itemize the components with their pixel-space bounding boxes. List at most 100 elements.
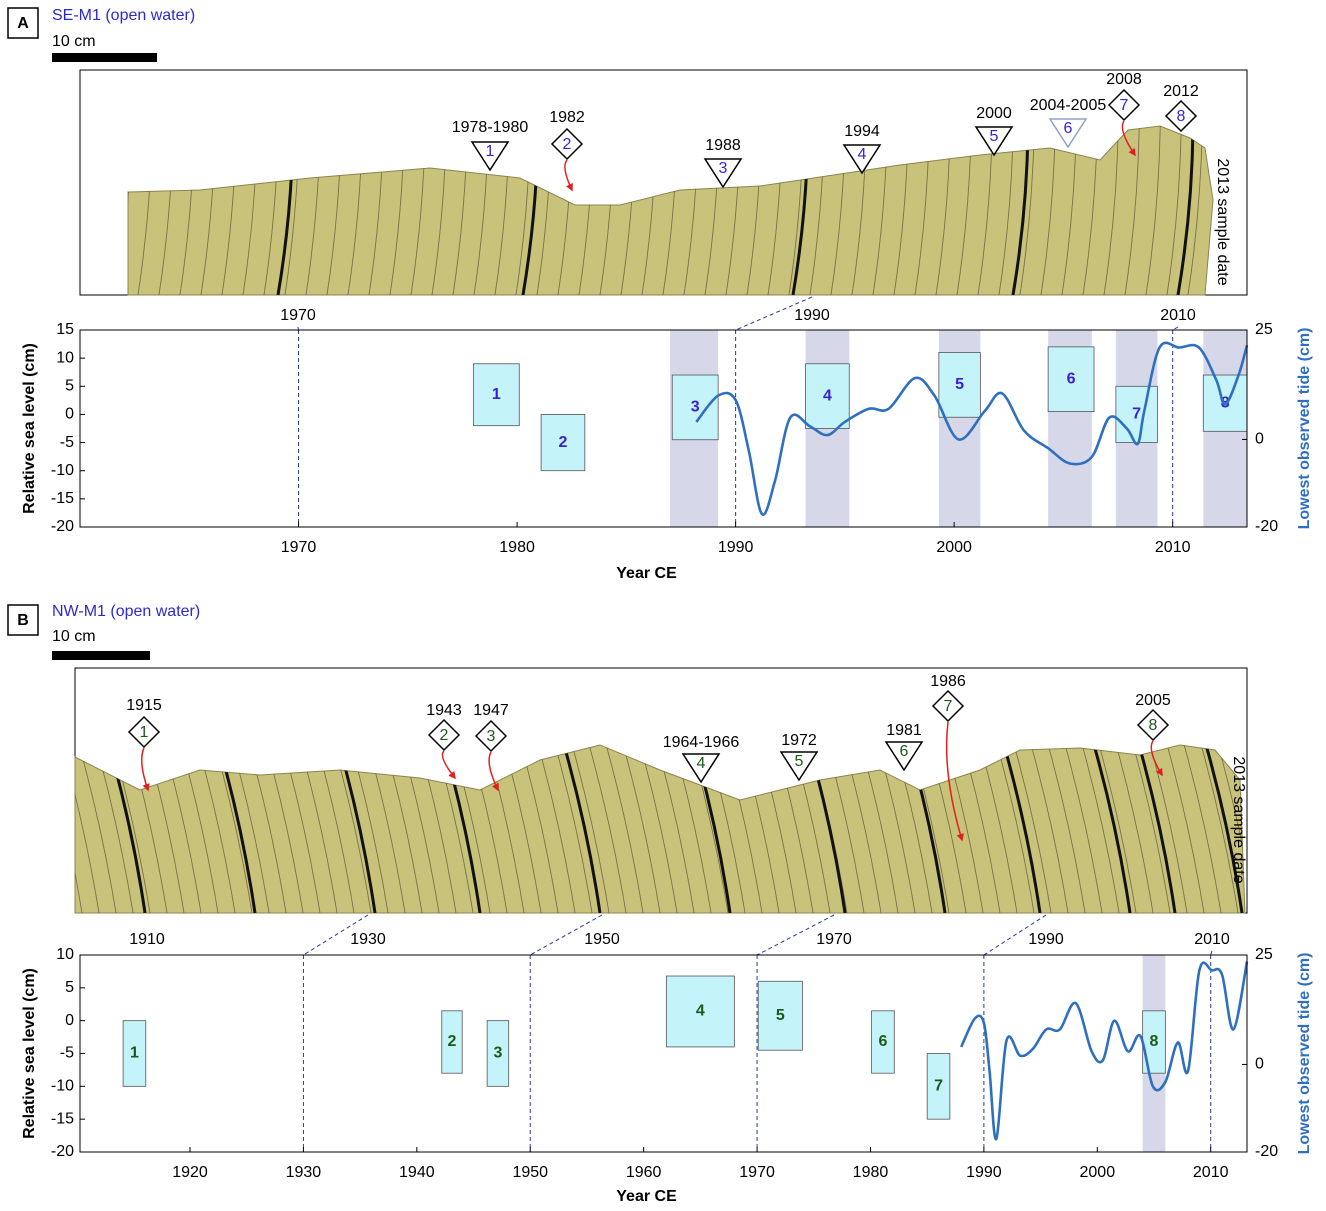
annual-marker-band — [1176, 126, 1195, 295]
growth-band — [497, 745, 559, 913]
sea-level-box — [938, 352, 981, 418]
growth-band — [347, 126, 363, 295]
annotation-number: 8 — [1149, 717, 1158, 734]
growth-band — [752, 745, 814, 913]
sea-level-box — [472, 363, 520, 427]
x-tick-label: 1960 — [626, 1164, 662, 1181]
growth-band — [956, 745, 1018, 913]
annotation-number: 8 — [1177, 108, 1186, 125]
annotation-arrow — [441, 750, 456, 780]
growth-band — [1126, 745, 1188, 913]
growth-band — [140, 745, 202, 913]
annual-marker-band — [313, 745, 377, 913]
annual-marker-band — [791, 126, 810, 295]
annotation-number: 5 — [990, 128, 999, 145]
y-tick-label: 0 — [65, 406, 74, 423]
growth-band — [788, 126, 804, 295]
growth-band — [431, 126, 447, 295]
y2-tick-label: 25 — [1255, 321, 1273, 338]
y2-tick-label: 0 — [1255, 431, 1264, 448]
growth-band — [973, 745, 1035, 913]
growth-band — [33, 70, 47, 295]
growth-band — [284, 126, 300, 295]
growth-band — [1166, 126, 1182, 295]
annotation-year: 2005 — [1135, 692, 1171, 709]
y2-tick-label: -20 — [1255, 1143, 1278, 1160]
growth-band — [480, 745, 542, 913]
annotation-triangle — [681, 753, 721, 784]
growth-band — [368, 126, 384, 295]
panel-label-box — [7, 604, 39, 636]
growth-band — [1187, 126, 1203, 295]
growth-band — [514, 745, 576, 913]
annotation-year: 2008 — [1106, 71, 1142, 88]
growth-band — [157, 745, 219, 913]
annotation-triangle — [884, 741, 924, 772]
sample-date: 2013 sample date — [1214, 158, 1231, 285]
slab-connector — [983, 914, 1047, 956]
growth-band — [905, 745, 967, 913]
growth-band — [1160, 745, 1222, 913]
growth-band — [191, 745, 253, 913]
panel-label-box — [7, 7, 39, 39]
annotation-number: 7 — [1120, 97, 1129, 114]
x-tick-label: 2000 — [1080, 1164, 1116, 1181]
annual-marker-band — [538, 745, 602, 913]
x-tick-label: 2010 — [1193, 1164, 1229, 1181]
annual-marker-band — [668, 745, 732, 913]
box-label: 5 — [776, 1007, 785, 1024]
growth-band — [872, 126, 888, 295]
growth-band — [1177, 745, 1239, 913]
annotation-year: 1943 — [426, 702, 462, 719]
growth-band — [326, 126, 342, 295]
panel-label: A — [17, 15, 29, 32]
box-label: 3 — [493, 1045, 502, 1062]
y-tick-label: -5 — [60, 1045, 74, 1062]
annotation-year: 1988 — [705, 137, 741, 154]
panel-label: B — [17, 612, 29, 629]
growth-band — [1040, 126, 1056, 295]
x-tick-label: 1940 — [399, 1164, 435, 1181]
growth-band — [990, 745, 1052, 913]
growth-band — [1145, 126, 1161, 295]
sea-level-box — [1047, 346, 1095, 413]
annotation-number: 1 — [140, 724, 149, 741]
annotation-year: 2000 — [976, 105, 1012, 122]
slab-year-label: 1990 — [794, 307, 830, 324]
growth-band — [1194, 745, 1245, 913]
annotation-number: 1 — [486, 143, 495, 160]
growth-band — [582, 745, 644, 913]
annotation-arrow — [1121, 120, 1136, 157]
growth-band — [174, 745, 236, 913]
annotation-year: 2012 — [1163, 83, 1199, 100]
growth-band — [1109, 745, 1171, 913]
annotation-diamond — [1136, 708, 1170, 742]
annual-marker-band — [193, 745, 257, 913]
annotation-year: 1981 — [886, 722, 922, 739]
annotation-year: 2004-2005 — [1030, 97, 1107, 114]
growth-band — [935, 126, 951, 295]
x-axis-label: Year CE — [616, 1188, 677, 1205]
growth-band — [344, 745, 406, 913]
annotation-year: 1994 — [844, 123, 880, 140]
y-axis-label: Relative sea level (cm) — [21, 968, 38, 1139]
y2-axis-label: Lowest observed tide (cm) — [1296, 328, 1313, 530]
annotation-year: 1982 — [549, 109, 585, 126]
annotation-arrow — [564, 159, 573, 192]
annual-marker-band — [1180, 745, 1244, 913]
annotation-number: 4 — [858, 146, 867, 163]
box-label: 2 — [559, 434, 568, 451]
y-tick-label: -15 — [51, 490, 74, 507]
annotation-number: 2 — [563, 136, 572, 153]
annual-marker-band — [883, 745, 947, 913]
sea-level-box — [486, 1020, 510, 1087]
scale-bar — [52, 651, 150, 660]
growth-band — [106, 745, 168, 913]
slab-year-label: 2010 — [1160, 307, 1196, 324]
slab-year-label: 1910 — [129, 931, 165, 948]
y-tick-label: -10 — [51, 462, 74, 479]
y-tick-label: 15 — [56, 321, 74, 338]
box-label: 1 — [130, 1045, 139, 1062]
y-tick-label: -20 — [51, 518, 74, 535]
